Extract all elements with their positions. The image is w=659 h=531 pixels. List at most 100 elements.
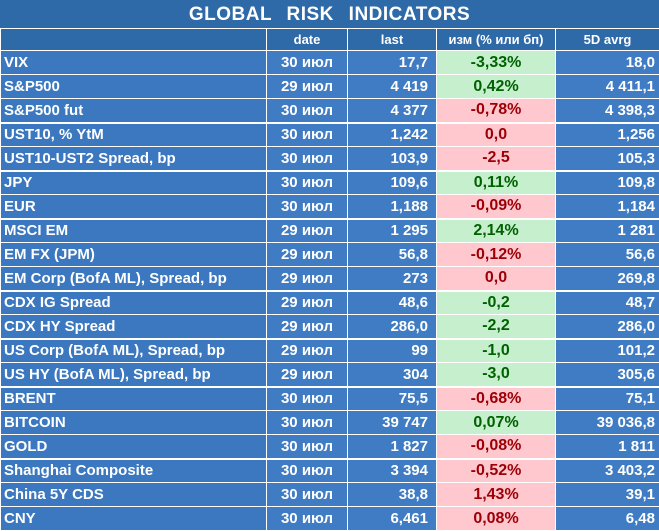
five-day-average-cell: 39,1 xyxy=(556,483,659,507)
date-cell: 30 июл xyxy=(267,435,348,459)
five-day-average-cell: 1 281 xyxy=(556,219,659,243)
header-change: изм (% или бп) xyxy=(437,29,556,51)
indicator-name-cell: GOLD xyxy=(1,435,267,459)
indicator-name-cell: CNY xyxy=(1,507,267,531)
change-cell: -0,08% xyxy=(437,435,556,459)
date-cell: 30 июл xyxy=(267,51,348,75)
five-day-average-cell: 1,256 xyxy=(556,123,659,147)
last-value-cell: 56,8 xyxy=(348,243,437,267)
last-value-cell: 273 xyxy=(348,267,437,291)
five-day-average-cell: 4 398,3 xyxy=(556,99,659,123)
last-value-cell: 3 394 xyxy=(348,459,437,483)
last-value-cell: 1,242 xyxy=(348,123,437,147)
last-value-cell: 1 295 xyxy=(348,219,437,243)
five-day-average-cell: 39 036,8 xyxy=(556,411,659,435)
last-value-cell: 38,8 xyxy=(348,483,437,507)
date-cell: 30 июл xyxy=(267,171,348,195)
date-cell: 29 июл xyxy=(267,291,348,315)
change-cell: 0,08% xyxy=(437,507,556,531)
indicator-name-cell: UST10, % YtM xyxy=(1,123,267,147)
date-cell: 29 июл xyxy=(267,267,348,291)
indicator-name-cell: US HY (BofA ML), Spread, bp xyxy=(1,363,267,387)
change-cell: -3,33% xyxy=(437,51,556,75)
five-day-average-cell: 4 411,1 xyxy=(556,75,659,99)
last-value-cell: 109,6 xyxy=(348,171,437,195)
last-value-cell: 99 xyxy=(348,339,437,363)
five-day-average-cell: 286,0 xyxy=(556,315,659,339)
indicator-name-cell: VIX xyxy=(1,51,267,75)
indicator-name-cell: UST10-UST2 Spread, bp xyxy=(1,147,267,171)
last-value-cell: 1,188 xyxy=(348,195,437,219)
last-value-cell: 17,7 xyxy=(348,51,437,75)
last-value-cell: 1 827 xyxy=(348,435,437,459)
date-cell: 30 июл xyxy=(267,147,348,171)
change-cell: 2,14% xyxy=(437,219,556,243)
date-cell: 30 июл xyxy=(267,123,348,147)
five-day-average-cell: 1 811 xyxy=(556,435,659,459)
five-day-average-cell: 18,0 xyxy=(556,51,659,75)
change-cell: -2,5 xyxy=(437,147,556,171)
five-day-average-cell: 3 403,2 xyxy=(556,459,659,483)
indicator-name-cell: CDX HY Spread xyxy=(1,315,267,339)
indicator-name-cell: BITCOIN xyxy=(1,411,267,435)
change-cell: 0,0 xyxy=(437,267,556,291)
date-cell: 29 июл xyxy=(267,339,348,363)
header-name xyxy=(1,29,267,51)
change-cell: 0,42% xyxy=(437,75,556,99)
last-value-cell: 39 747 xyxy=(348,411,437,435)
change-cell: -0,68% xyxy=(437,387,556,411)
five-day-average-cell: 109,8 xyxy=(556,171,659,195)
date-cell: 30 июл xyxy=(267,411,348,435)
date-cell: 30 июл xyxy=(267,99,348,123)
date-cell: 30 июл xyxy=(267,483,348,507)
indicator-name-cell: CDX IG Spread xyxy=(1,291,267,315)
change-cell: -1,0 xyxy=(437,339,556,363)
indicator-name-cell: Shanghai Composite xyxy=(1,459,267,483)
change-cell: 1,43% xyxy=(437,483,556,507)
date-cell: 29 июл xyxy=(267,219,348,243)
date-cell: 30 июл xyxy=(267,195,348,219)
header-last: last xyxy=(348,29,437,51)
five-day-average-cell: 6,48 xyxy=(556,507,659,531)
date-cell: 29 июл xyxy=(267,315,348,339)
last-value-cell: 4 377 xyxy=(348,99,437,123)
date-cell: 30 июл xyxy=(267,387,348,411)
date-cell: 30 июл xyxy=(267,507,348,531)
last-value-cell: 4 419 xyxy=(348,75,437,99)
five-day-average-cell: 269,8 xyxy=(556,267,659,291)
last-value-cell: 48,6 xyxy=(348,291,437,315)
date-cell: 30 июл xyxy=(267,459,348,483)
date-cell: 29 июл xyxy=(267,75,348,99)
five-day-average-cell: 75,1 xyxy=(556,387,659,411)
change-cell: -2,2 xyxy=(437,315,556,339)
date-cell: 29 июл xyxy=(267,243,348,267)
indicator-name-cell: MSCI EM xyxy=(1,219,267,243)
change-cell: -3,0 xyxy=(437,363,556,387)
change-cell: 0,11% xyxy=(437,171,556,195)
five-day-average-cell: 101,2 xyxy=(556,339,659,363)
five-day-average-cell: 1,184 xyxy=(556,195,659,219)
change-cell: -0,52% xyxy=(437,459,556,483)
last-value-cell: 75,5 xyxy=(348,387,437,411)
five-day-average-cell: 56,6 xyxy=(556,243,659,267)
header-date: date xyxy=(267,29,348,51)
change-cell: -0,2 xyxy=(437,291,556,315)
